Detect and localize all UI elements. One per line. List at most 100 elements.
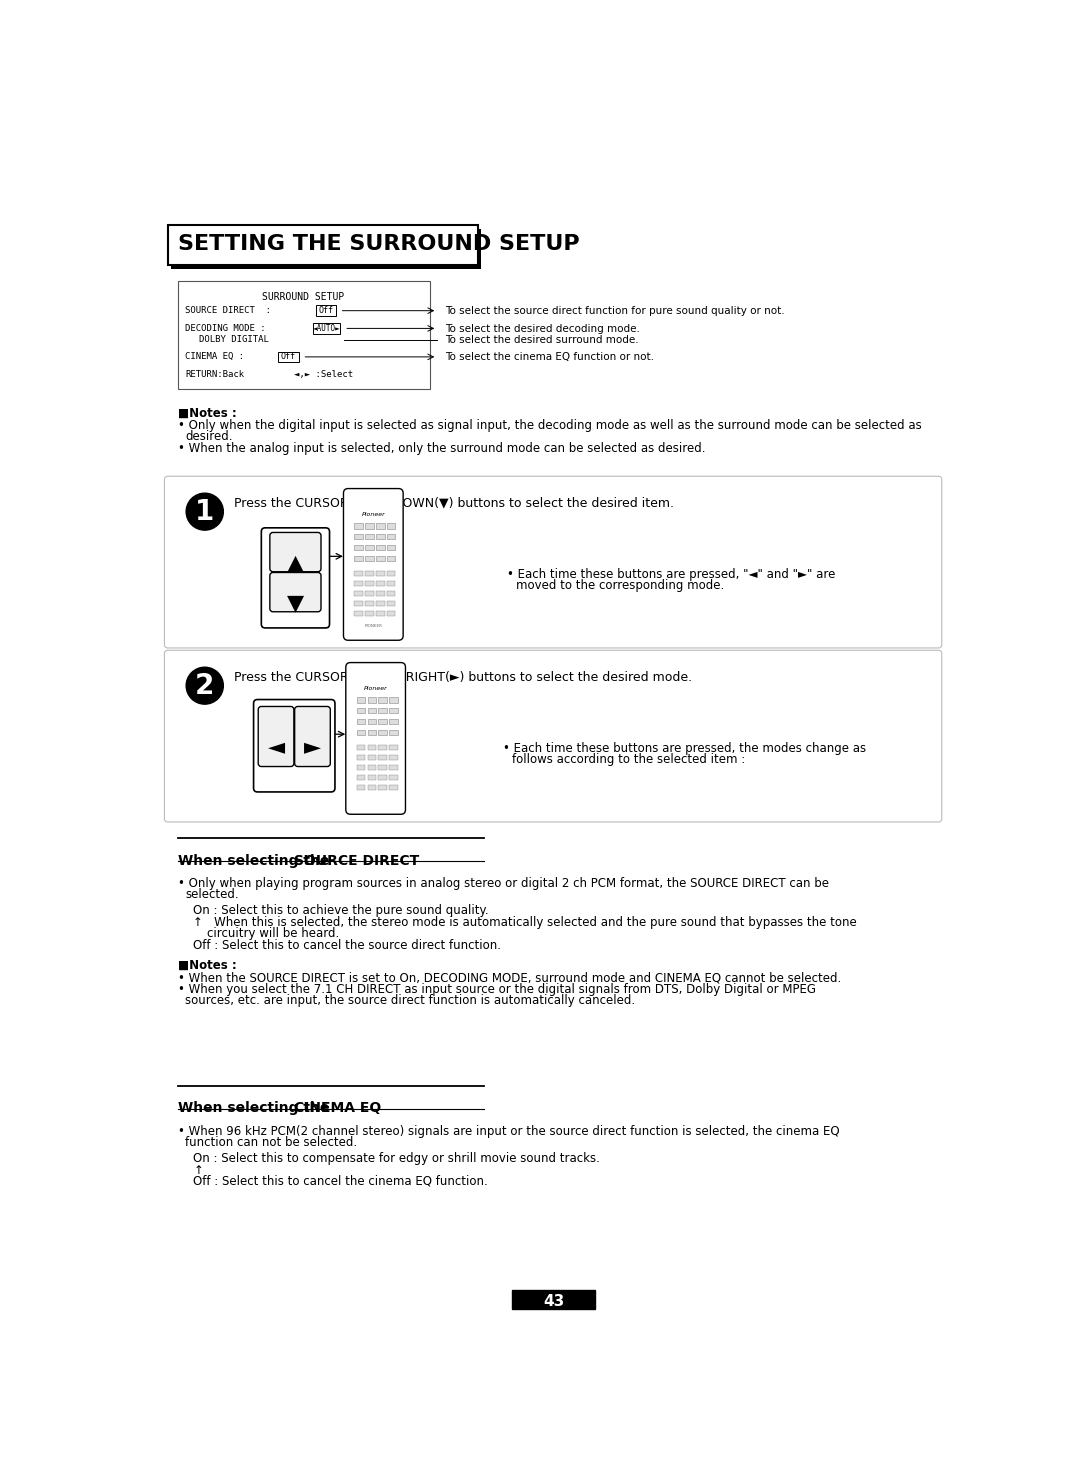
Bar [367,697,376,703]
Text: ▼: ▼ [287,593,303,614]
FancyBboxPatch shape [346,663,405,815]
Bar [387,556,395,561]
Bar [365,571,374,575]
Bar [378,745,387,750]
Bar [378,775,387,779]
Bar [367,754,376,760]
Text: function can not be selected.: function can not be selected. [186,1136,357,1149]
Text: CINEMA EQ: CINEMA EQ [294,1102,381,1115]
Text: ◄: ◄ [268,737,285,757]
Bar [367,708,376,713]
Text: follows according to the selected item :: follows according to the selected item : [512,753,745,766]
Circle shape [186,667,224,704]
Bar [167,225,477,265]
Bar [356,708,365,713]
Text: sources, etc. are input, the source direct function is automatically canceled.: sources, etc. are input, the source dire… [186,994,635,1007]
Text: ■Notes :: ■Notes : [177,407,237,420]
Text: SURROUND SETUP: SURROUND SETUP [262,293,345,302]
Text: To select the desired decoding mode.: To select the desired decoding mode. [445,324,639,334]
FancyBboxPatch shape [343,488,403,640]
Text: SETTING THE SURROUND SETUP: SETTING THE SURROUND SETUP [178,235,580,254]
Bar [389,745,397,750]
FancyBboxPatch shape [295,707,330,766]
Text: On : Select this to compensate for edgy or shrill movie sound tracks.: On : Select this to compensate for edgy … [193,1152,600,1164]
Text: Pioneer: Pioneer [362,512,386,518]
Bar [387,611,395,615]
Bar [376,592,384,596]
Bar [365,556,374,561]
Text: ↑   When this is selected, the stereo mode is automatically selected and the pur: ↑ When this is selected, the stereo mode… [193,916,856,929]
Bar [354,524,363,528]
Text: • Each time these buttons are pressed, the modes change as: • Each time these buttons are pressed, t… [503,742,866,754]
Text: • When the analog input is selected, only the surround mode can be selected as d: • When the analog input is selected, onl… [177,442,705,454]
Text: • When 96 kHz PCM(2 channel stereo) signals are input or the source direct funct: • When 96 kHz PCM(2 channel stereo) sign… [177,1124,839,1137]
Bar [378,729,387,735]
Text: On : Select this to achieve the pure sound quality.: On : Select this to achieve the pure sou… [193,904,489,917]
FancyBboxPatch shape [164,651,942,822]
Bar [365,581,374,586]
FancyBboxPatch shape [258,707,294,766]
Text: 43: 43 [543,1294,564,1309]
Bar [387,581,395,586]
Bar [365,600,374,605]
Text: DECODING MODE :: DECODING MODE : [186,324,266,333]
FancyBboxPatch shape [254,700,335,791]
Text: To select the cinema EQ function or not.: To select the cinema EQ function or not. [445,352,654,362]
Bar [354,544,363,550]
Bar [389,754,397,760]
Text: 2: 2 [195,671,215,700]
Bar [376,581,384,586]
Bar [367,719,376,725]
Bar [365,524,374,528]
Text: ◄,► :Select: ◄,► :Select [294,370,353,379]
Bar [356,719,365,725]
Text: selected.: selected. [186,889,239,901]
Bar [356,754,365,760]
Bar [172,229,482,269]
Bar [356,745,365,750]
Bar [354,600,363,605]
Text: RETURN:Back: RETURN:Back [186,370,244,379]
Text: • Each time these buttons are pressed, "◄" and "►" are: • Each time these buttons are pressed, "… [507,568,835,581]
Bar [387,534,395,540]
Bar [378,708,387,713]
Bar [387,524,395,528]
Text: ◄AUTO►: ◄AUTO► [313,324,340,333]
Bar [356,765,365,769]
Text: ►: ► [303,737,321,757]
Bar [376,544,384,550]
Text: PIONEER: PIONEER [364,624,382,629]
Bar [365,544,374,550]
Text: SOURCE DIRECT  :: SOURCE DIRECT : [186,306,271,315]
Text: desired.: desired. [186,430,233,444]
Bar [387,600,395,605]
Text: To select the desired surround mode.: To select the desired surround mode. [445,336,638,345]
Bar [376,611,384,615]
Text: • Only when the digital input is selected as signal input, the decoding mode as : • Only when the digital input is selecte… [177,419,921,432]
FancyBboxPatch shape [270,572,321,612]
Bar [365,534,374,540]
Text: Pioneer: Pioneer [364,686,388,692]
FancyBboxPatch shape [270,532,321,572]
Bar [354,571,363,575]
Bar [354,534,363,540]
Bar [376,600,384,605]
Bar [389,697,397,703]
Text: When selecting the: When selecting the [177,853,334,868]
Bar [387,544,395,550]
Text: Off : Select this to cancel the cinema EQ function.: Off : Select this to cancel the cinema E… [193,1174,488,1188]
Bar [354,592,363,596]
Bar [177,281,430,389]
Bar [389,765,397,769]
Bar [389,775,397,779]
Text: moved to the corresponding mode.: moved to the corresponding mode. [516,580,725,593]
Bar [387,592,395,596]
Bar [376,556,384,561]
Bar [354,556,363,561]
Bar [389,719,397,725]
Bar [356,775,365,779]
Bar [367,765,376,769]
Bar [367,775,376,779]
Bar [376,524,384,528]
Text: • Only when playing program sources in analog stereo or digital 2 ch PCM format,: • Only when playing program sources in a… [177,877,828,890]
